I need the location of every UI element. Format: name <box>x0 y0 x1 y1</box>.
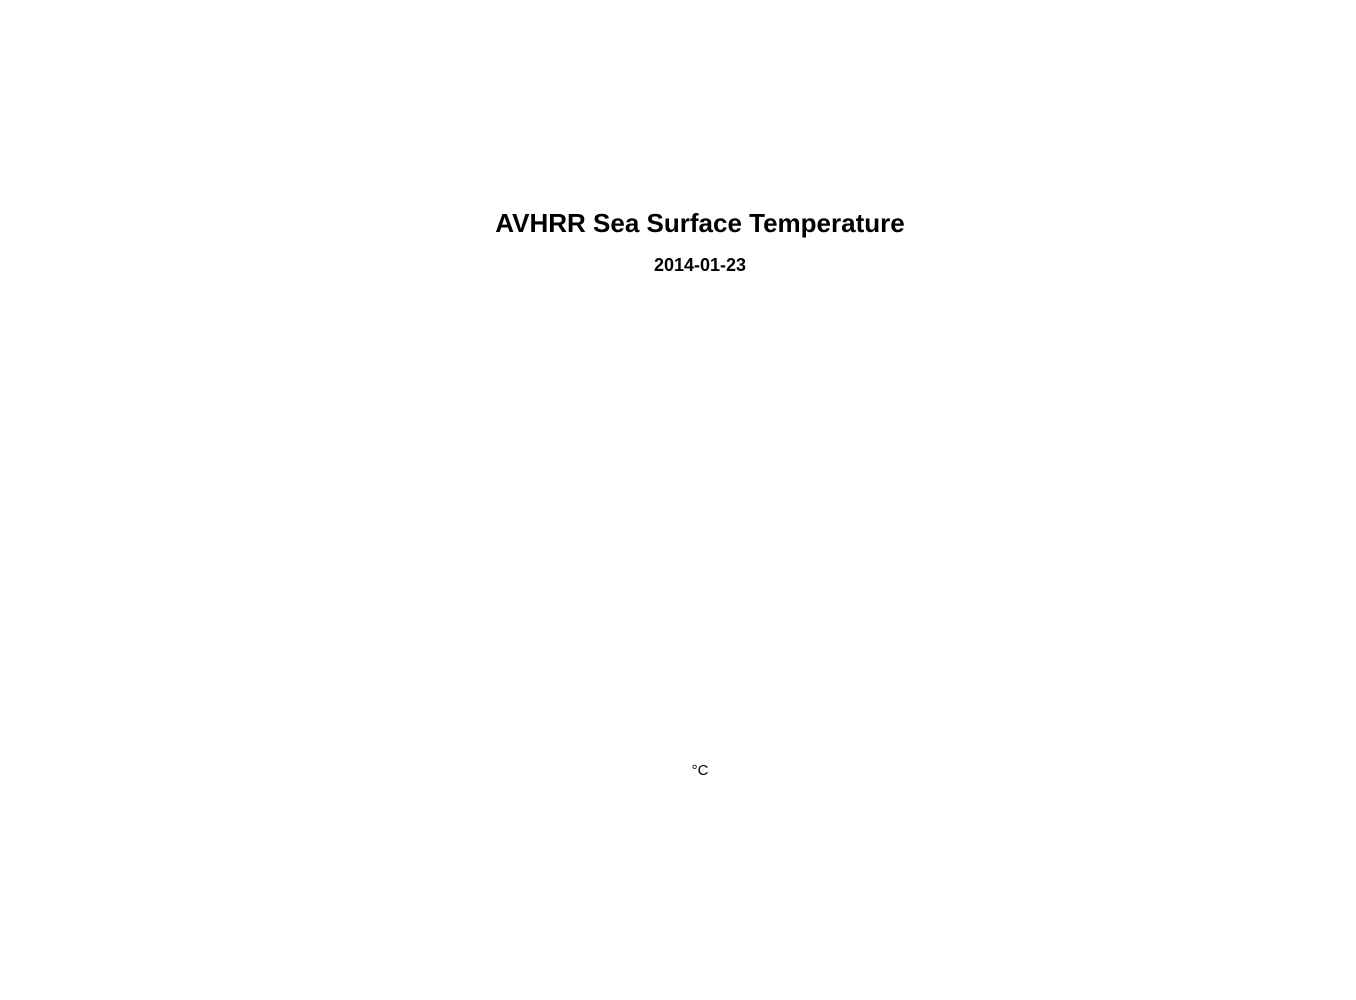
chart-date-subtitle: 2014-01-23 <box>653 255 747 275</box>
colorbar-unit-label: °C <box>691 762 709 779</box>
colorbar-canvas <box>176 712 1225 732</box>
sst-heatmap-canvas <box>176 283 1225 677</box>
chart-title: AVHRR Sea Surface Temperature <box>495 208 905 238</box>
